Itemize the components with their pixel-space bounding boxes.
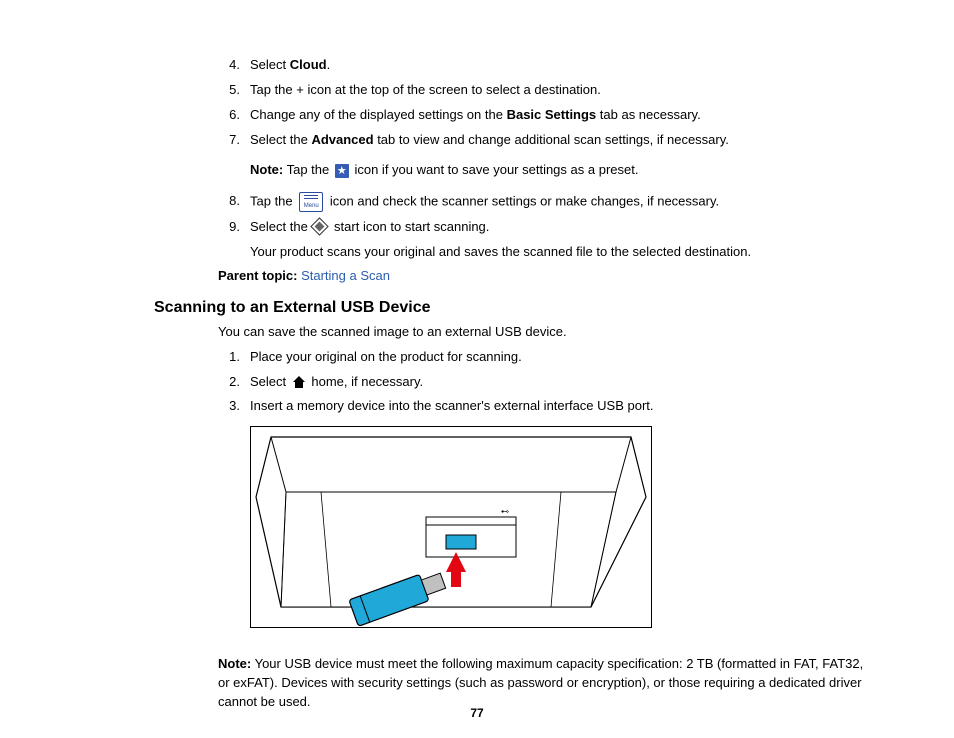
list-body: Tap the Menu icon and check the scanner …: [250, 192, 864, 212]
text: start icon to start scanning.: [330, 219, 489, 234]
page-number: 77: [0, 706, 954, 720]
svg-text:⊷: ⊷: [501, 507, 509, 516]
menu-icon: Menu: [299, 192, 323, 212]
bold-text: Advanced: [311, 132, 373, 147]
list-num: 4.: [218, 56, 250, 75]
list-body: Insert a memory device into the scanner'…: [250, 397, 864, 416]
list-body: Change any of the displayed settings on …: [250, 106, 864, 125]
list-item: 1. Place your original on the product fo…: [218, 348, 864, 367]
usb-illustration: ⊷: [250, 426, 652, 628]
list-item: 2. Select home, if necessary.: [218, 373, 864, 392]
parent-topic-label: Parent topic:: [218, 268, 297, 283]
list-item: 9. Select the start icon to start scanni…: [218, 218, 864, 237]
parent-topic: Parent topic: Starting a Scan: [218, 268, 864, 283]
list-num: 2.: [218, 373, 250, 392]
note-block: Note: Tap the ★ icon if you want to save…: [250, 161, 864, 180]
text: Select the: [250, 219, 311, 234]
list-num: 1.: [218, 348, 250, 367]
list-item: 4. Select Cloud.: [218, 56, 864, 75]
note-label: Note:: [218, 656, 251, 671]
list-item: 3. Insert a memory device into the scann…: [218, 397, 864, 416]
bold-text: Cloud: [290, 57, 327, 72]
intro-text: You can save the scanned image to an ext…: [218, 323, 864, 342]
list-body: Tap the + icon at the top of the screen …: [250, 81, 864, 100]
text: Tap the: [250, 194, 296, 209]
list-body: Select home, if necessary.: [250, 373, 864, 392]
text: tab to view and change additional scan s…: [374, 132, 729, 147]
home-icon: [293, 376, 305, 388]
list-body: Place your original on the product for s…: [250, 348, 864, 367]
text: Tap the: [283, 162, 333, 177]
text: Select: [250, 57, 290, 72]
page-content: 4. Select Cloud. 5. Tap the + icon at th…: [0, 0, 954, 732]
result-line: Your product scans your original and sav…: [250, 243, 864, 262]
list-num: 8.: [218, 192, 250, 212]
list-body: Select the start icon to start scanning.: [250, 218, 864, 237]
bold-text: Basic Settings: [507, 107, 597, 122]
text: Select the: [250, 132, 311, 147]
list-item: 5. Tap the + icon at the top of the scre…: [218, 81, 864, 100]
note-label: Note:: [250, 162, 283, 177]
text: tab as necessary.: [596, 107, 701, 122]
text: Change any of the displayed settings on …: [250, 107, 507, 122]
ordered-list-top-cont: 8. Tap the Menu icon and check the scann…: [218, 192, 864, 237]
note-block-2: Note: Your USB device must meet the foll…: [218, 655, 864, 712]
list-body: Select Cloud.: [250, 56, 864, 75]
illustration-wrap: ⊷: [250, 426, 864, 631]
list-num: 6.: [218, 106, 250, 125]
section-heading: Scanning to an External USB Device: [154, 299, 864, 317]
list-num: 9.: [218, 218, 250, 237]
list-item: 8. Tap the Menu icon and check the scann…: [218, 192, 864, 212]
list-num: 5.: [218, 81, 250, 100]
text: Select: [250, 374, 290, 389]
ordered-list-top: 4. Select Cloud. 5. Tap the + icon at th…: [218, 56, 864, 149]
text: icon if you want to save your settings a…: [351, 162, 639, 177]
star-icon: ★: [335, 164, 349, 178]
list-item: 6. Change any of the displayed settings …: [218, 106, 864, 125]
list-item: 7. Select the Advanced tab to view and c…: [218, 131, 864, 150]
parent-topic-link[interactable]: Starting a Scan: [301, 268, 390, 283]
note-text: Your USB device must meet the following …: [218, 656, 863, 709]
text: icon and check the scanner settings or m…: [326, 194, 719, 209]
text: .: [327, 57, 331, 72]
text: home, if necessary.: [308, 374, 423, 389]
list-num: 7.: [218, 131, 250, 150]
diamond-start-icon: [311, 218, 329, 236]
ordered-list-steps: 1. Place your original on the product fo…: [218, 348, 864, 417]
list-body: Select the Advanced tab to view and chan…: [250, 131, 864, 150]
list-num: 3.: [218, 397, 250, 416]
